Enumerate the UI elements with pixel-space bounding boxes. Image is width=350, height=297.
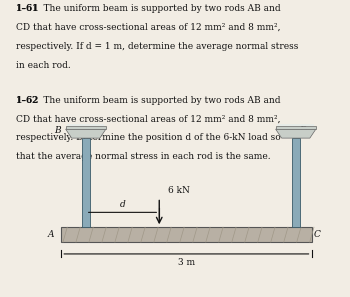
Polygon shape — [276, 129, 316, 138]
Text: respectively. Determine the position d of the 6-kN load so: respectively. Determine the position d o… — [16, 133, 280, 142]
Bar — [67, 124, 104, 126]
Text: 1–62  The uniform beam is supported by two rods AB and: 1–62 The uniform beam is supported by tw… — [16, 96, 280, 105]
Bar — [61, 227, 312, 242]
Text: C: C — [313, 230, 320, 239]
Bar — [66, 126, 106, 129]
Text: CD that have cross-sectional areas of 12 mm² and 8 mm²,: CD that have cross-sectional areas of 12… — [16, 114, 280, 123]
Bar — [292, 138, 300, 227]
Text: d: d — [120, 200, 125, 209]
Text: A: A — [48, 230, 54, 239]
Bar — [82, 138, 90, 227]
Text: in each rod.: in each rod. — [16, 61, 70, 69]
Text: that the average normal stress in each rod is the same.: that the average normal stress in each r… — [16, 152, 270, 161]
Text: 1–62: 1–62 — [16, 96, 39, 105]
Text: 6 kN: 6 kN — [168, 186, 190, 195]
Text: B: B — [55, 126, 61, 135]
Polygon shape — [66, 129, 106, 138]
Text: D: D — [299, 126, 307, 135]
Text: 1–61: 1–61 — [16, 4, 39, 13]
Text: 1–61  The uniform beam is supported by two rods AB and: 1–61 The uniform beam is supported by tw… — [16, 4, 280, 13]
Text: CD that have cross-sectional areas of 12 mm² and 8 mm²,: CD that have cross-sectional areas of 12… — [16, 23, 280, 32]
Text: respectively. If d = 1 m, determine the average normal stress: respectively. If d = 1 m, determine the … — [16, 42, 298, 51]
Text: 3 m: 3 m — [178, 258, 195, 267]
Bar — [277, 124, 314, 126]
Bar — [276, 126, 316, 129]
